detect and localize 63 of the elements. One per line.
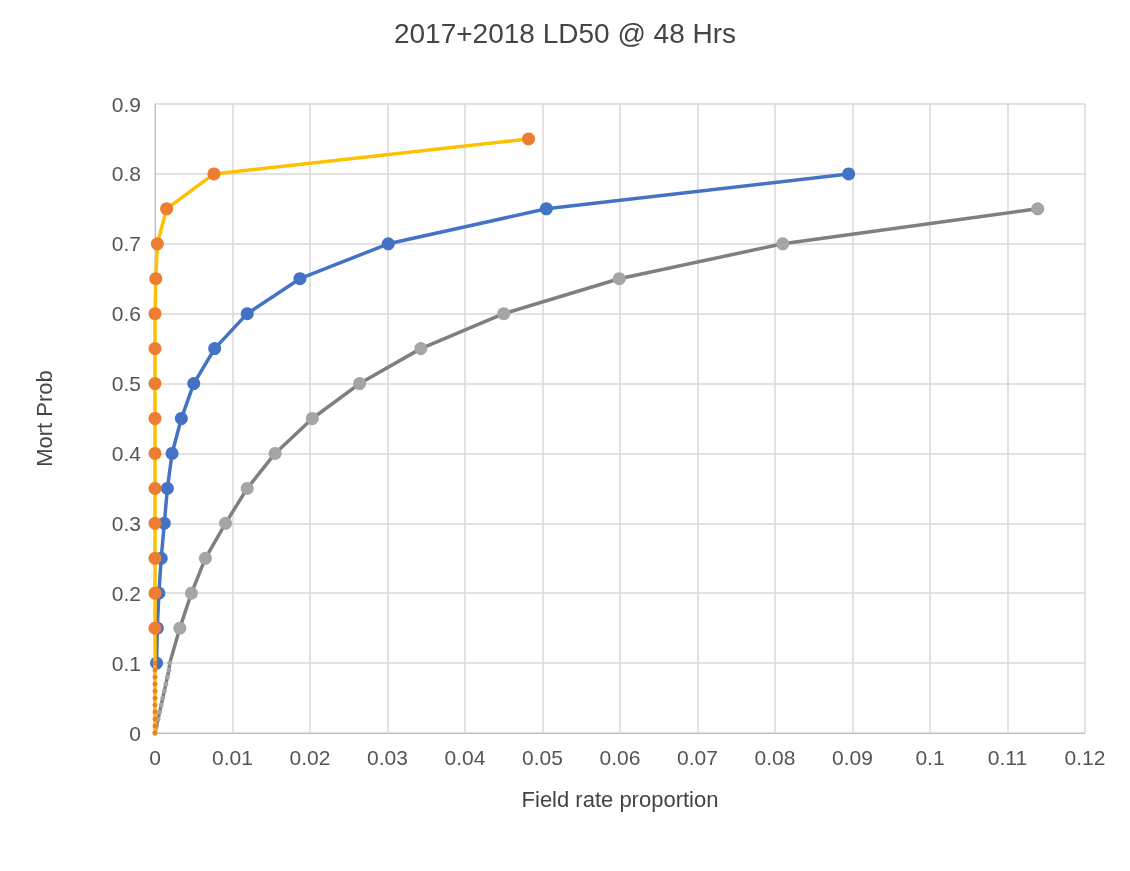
x-tick-label: 0.09 [832,746,873,769]
chart-title: 2017+2018 LD50 @ 48 Hrs [393,17,737,49]
point [174,412,188,425]
point [612,272,626,286]
y-tick-label: 0.6 [111,302,141,326]
point [240,307,254,321]
x-tick-label: 0.02 [289,746,331,769]
point [776,237,790,251]
point [522,132,536,146]
x-tick-label: 0.06 [599,746,641,769]
x-tick-label: 0 [149,746,161,769]
point [150,237,164,251]
x-tick-label: 0.08 [754,746,796,769]
point [148,307,162,321]
y-tick-label: 0.1 [111,651,141,675]
y-tick-label: 0.4 [111,441,142,465]
point [148,586,162,600]
x-tick-label: 0.11 [987,746,1028,769]
point [414,342,428,356]
point [293,272,307,286]
y-tick-label: 0 [129,721,141,745]
y-axis-title: Mort Prob [31,370,57,467]
point [187,377,201,391]
point [1031,202,1045,216]
point [240,481,254,495]
point [165,446,179,460]
point [148,481,162,495]
point [148,342,162,356]
point [148,516,162,530]
x-tick-label: 0.04 [444,746,486,769]
point [149,272,163,286]
point [148,412,162,425]
point [207,167,221,181]
x-axis-title: Field rate proportion [521,786,719,812]
point [160,481,174,495]
point [381,237,395,251]
x-tick-label: 0.01 [212,746,253,769]
point [198,551,212,565]
point [208,342,222,356]
x-tick-label: 0.12 [1064,746,1106,769]
x-tick-label: 0.07 [677,746,718,769]
y-tick-label: 0.9 [111,92,141,116]
point [305,412,319,425]
point [842,167,856,181]
y-tick-label: 0.3 [111,511,141,535]
y-tick-label: 0.2 [111,581,141,605]
point [148,377,162,391]
point [160,202,174,216]
point [219,516,233,530]
point [173,621,187,635]
point [268,446,282,460]
point [353,377,367,391]
x-tick-label: 0.05 [522,746,563,769]
y-tick-label: 0.7 [111,232,141,256]
point [184,586,198,600]
point [148,446,162,460]
x-tick-label: 0.1 [915,746,945,769]
y-tick-label: 0.5 [111,372,141,396]
point [497,307,511,321]
point [539,202,553,216]
x-tick-label: 0.03 [367,746,408,769]
y-tick-label: 0.8 [111,162,141,186]
point [148,551,162,565]
